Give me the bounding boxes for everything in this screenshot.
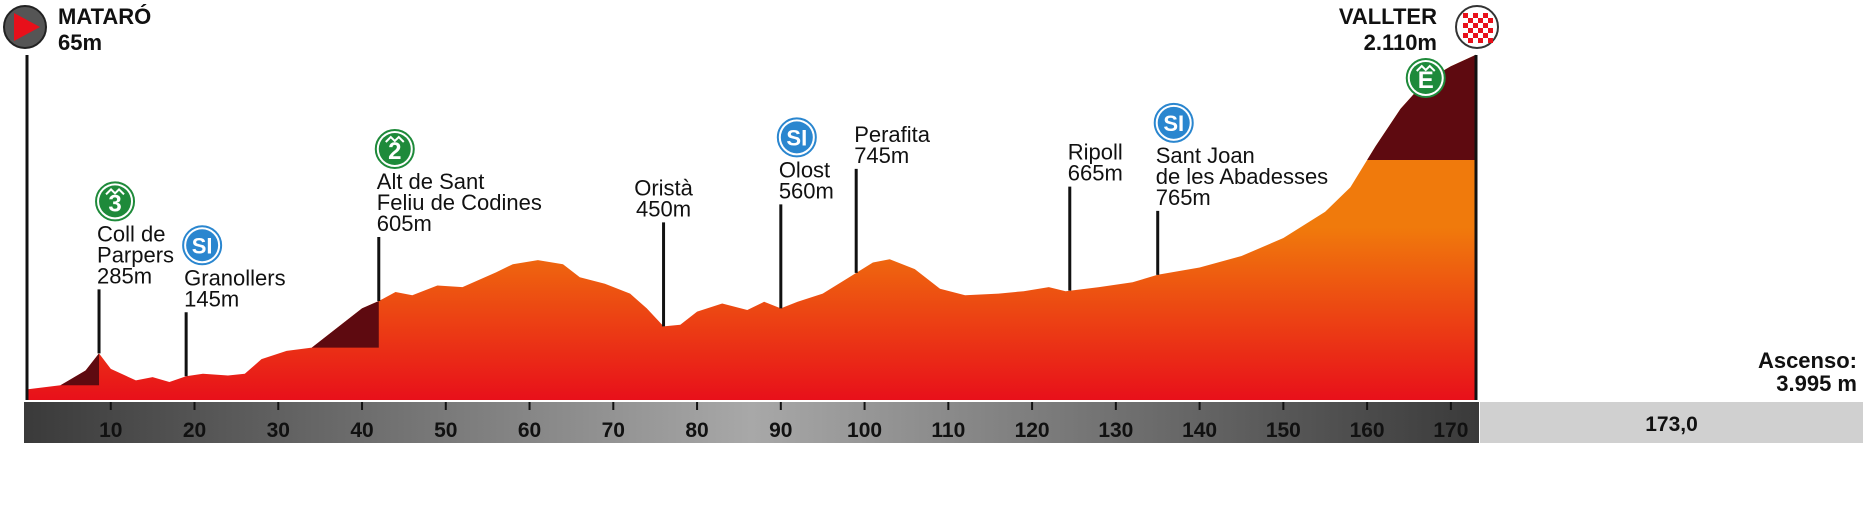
badge-category-3: 2	[374, 129, 415, 169]
x-tick-label: 80	[685, 419, 708, 442]
badge-sprint-8-disc	[1157, 106, 1190, 139]
x-tick-label: 120	[1015, 419, 1050, 442]
start-name: MATARÓ	[58, 4, 151, 29]
x-tick-label: 70	[602, 419, 625, 442]
x-tick-label: 40	[350, 419, 373, 442]
x-tick-label: 100	[847, 419, 882, 442]
x-tick-label: 50	[434, 419, 457, 442]
finish-check-cell	[1488, 28, 1493, 33]
waypoint-label: 605m	[377, 211, 432, 236]
badge-sprint-8-label: SI	[1163, 111, 1184, 136]
waypoint-label: Sant Joan	[1156, 143, 1255, 168]
badge-sprint-2-disc	[186, 229, 219, 262]
x-tick-label: 160	[1350, 419, 1385, 442]
finish-flag-icon	[1455, 5, 1499, 49]
x-tick-label: 20	[183, 419, 206, 442]
finish-check-cell	[1468, 18, 1473, 23]
waypoint-label: Coll de	[97, 221, 165, 246]
badge-summit: E	[1405, 58, 1446, 98]
waypoint-label: 745m	[854, 143, 909, 168]
start-altitude: 65m	[58, 30, 102, 55]
waypoint-label: Perafita	[854, 122, 931, 147]
finish-check-cell	[1468, 38, 1473, 43]
waypoint-label: Feliu de Codines	[377, 190, 542, 215]
x-tick-label: 110	[931, 419, 965, 442]
finish-altitude: 2.110m	[1364, 30, 1437, 55]
start-flag-arrow	[14, 13, 40, 41]
waypoint-label: Parpers	[97, 242, 174, 267]
x-tick-label: 170	[1433, 419, 1468, 442]
waypoint-label: Granollers	[184, 265, 285, 290]
badge-category-1-label: 3	[108, 190, 121, 217]
finish-check-cell	[1473, 13, 1478, 18]
badge-category-1: 3	[95, 181, 136, 222]
mountain-icon	[105, 187, 125, 196]
badge-summit-label: E	[1418, 67, 1434, 94]
finish-check-cell	[1463, 33, 1468, 38]
finish-check-cell	[1463, 23, 1468, 28]
finish-check-cell	[1473, 33, 1478, 38]
waypoint-label: Oristà	[634, 175, 693, 200]
x-tick-label: 30	[267, 419, 290, 442]
badge-category-3-label: 2	[388, 138, 401, 165]
badge-sprint-2-label: SI	[192, 233, 213, 258]
x-tick-label: 60	[518, 419, 541, 442]
waypoint-label: 285m	[97, 263, 152, 288]
finish-check-cell	[1488, 18, 1493, 23]
total-distance-box	[1480, 402, 1863, 443]
ascent-label: Ascenso:	[1758, 348, 1857, 373]
badge-sprint-5-disc	[780, 121, 813, 154]
finish-check-cell	[1478, 18, 1483, 23]
badge-sprint-5-label: SI	[786, 125, 807, 150]
waypoint-label: 560m	[779, 178, 834, 203]
waypoint-label: 765m	[1156, 185, 1211, 210]
mountain-icon	[1416, 64, 1436, 72]
finish-check-cell	[1488, 38, 1493, 43]
finish-check-cell	[1463, 13, 1468, 18]
climb-segment-1	[60, 348, 100, 386]
finish-check-cell	[1473, 23, 1478, 28]
ascent-value: 3.995 m	[1776, 371, 1857, 396]
elevation-profile-area	[27, 54, 1476, 400]
badge-sprint-2: SI	[182, 225, 223, 266]
finish-check-cell	[1468, 28, 1473, 33]
finish-check-cell	[1483, 13, 1488, 18]
mountain-icon	[385, 135, 405, 143]
finish-check-cell	[1483, 33, 1488, 38]
x-tick-label: 10	[99, 419, 122, 442]
distance-axis-bar	[24, 402, 1479, 443]
x-tick-label: 140	[1182, 419, 1217, 442]
finish-check-cell	[1483, 23, 1488, 28]
waypoint-label: Ripoll	[1068, 140, 1123, 165]
x-tick-label: 130	[1098, 419, 1133, 442]
waypoint-label: 145m	[184, 286, 239, 311]
finish-name: VALLTER	[1339, 4, 1437, 29]
total-distance-label: 173,0	[1645, 413, 1698, 436]
badge-sprint-5: SI	[776, 117, 817, 158]
waypoint-label: 665m	[1068, 161, 1123, 186]
waypoint-label: Olost	[779, 157, 830, 182]
waypoint-label: de les Abadesses	[1156, 164, 1328, 189]
waypoint-label: 450m	[636, 196, 691, 221]
x-tick-label: 90	[769, 419, 792, 442]
waypoint-label: Alt de Sant	[377, 169, 485, 194]
x-tick-label: 150	[1266, 419, 1301, 442]
badge-sprint-8: SI	[1153, 102, 1194, 143]
finish-check-cell	[1478, 28, 1483, 33]
finish-check-cell	[1478, 38, 1483, 43]
start-flag-icon	[3, 5, 47, 49]
climb-segment-2	[311, 296, 379, 348]
